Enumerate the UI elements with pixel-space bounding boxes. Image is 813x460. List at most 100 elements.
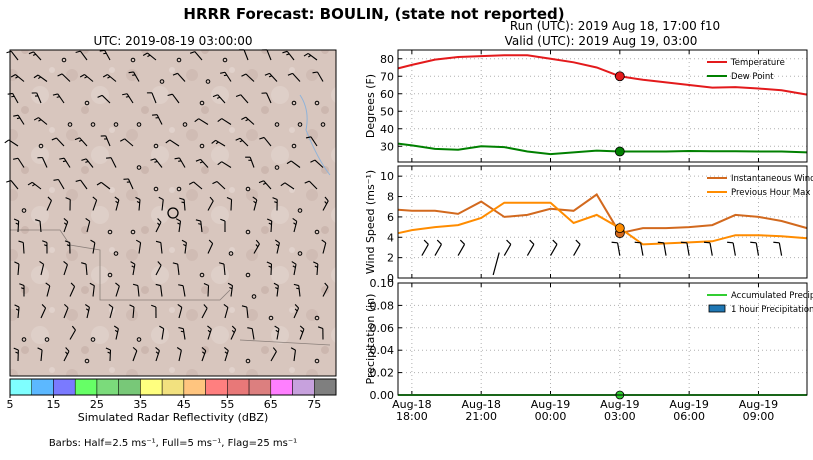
- wind-barb: [241, 116, 255, 125]
- calm-wind-circle: [199, 143, 205, 149]
- series-line: [397, 142, 808, 156]
- wind-barb: [253, 239, 260, 254]
- x-tick-label: Aug-18: [461, 398, 500, 411]
- legend-label: Dew Point: [731, 72, 774, 82]
- calm-wind-circle: [38, 143, 44, 149]
- wind-barb: [40, 304, 47, 319]
- wind-barb: [299, 325, 305, 340]
- wind-barb: [19, 283, 25, 297]
- wind-barb: [158, 196, 164, 211]
- wind-barb: [63, 347, 70, 362]
- wind-barb: [657, 241, 667, 256]
- wind-barb: [129, 304, 135, 319]
- wind-barb: [241, 73, 255, 82]
- y-tick-label: 60: [380, 88, 394, 101]
- run-time-label: Run (UTC): 2019 Aug 18, 17:00 f10: [510, 19, 720, 33]
- wind-barb: [165, 139, 180, 147]
- wind-barb: [84, 304, 90, 319]
- wind-barb: [526, 239, 535, 256]
- calm-wind-circle: [84, 100, 90, 106]
- calm-wind-circle: [90, 337, 96, 342]
- wind-barb: [272, 197, 278, 211]
- wind-barb: [317, 326, 324, 340]
- wind-barb: [31, 92, 42, 104]
- wind-barb: [264, 72, 278, 82]
- wind-barb: [79, 74, 94, 82]
- wind-barb: [321, 239, 327, 254]
- calm-wind-circle: [291, 143, 297, 149]
- wind-barb: [224, 346, 229, 362]
- current-time-marker: [614, 71, 625, 82]
- wind-barb: [13, 157, 25, 168]
- plot-frame: [397, 282, 808, 396]
- map-title: UTC: 2019-08-19 03:00:00: [93, 34, 252, 48]
- calm-wind-circle: [136, 122, 142, 127]
- colorbar-cell: [118, 378, 141, 396]
- wind-barb: [46, 196, 52, 211]
- wind-barb: [261, 92, 272, 104]
- wind-barb: [273, 282, 279, 297]
- wind-barb: [75, 50, 88, 61]
- y-tick-label: 50: [380, 105, 394, 118]
- colorbar-tick-label: 75: [307, 398, 321, 411]
- colorbar-tick-label: 55: [220, 398, 234, 411]
- wind-barb: [132, 283, 140, 297]
- wind-barb: [172, 72, 186, 82]
- colorbar-cell: [292, 378, 315, 396]
- calm-wind-circle: [274, 165, 280, 170]
- wind-barb: [492, 252, 500, 276]
- wind-barb: [14, 261, 20, 276]
- wind-barb: [195, 219, 203, 233]
- wind-barb: [102, 74, 117, 82]
- legend-label: Instantaneous Wind Gust: [731, 174, 813, 184]
- wind-barb: [45, 282, 51, 297]
- wind-barb: [304, 180, 318, 190]
- wind-barb: [114, 196, 120, 211]
- calm-wind-circle: [67, 122, 73, 127]
- wind-barb: [135, 239, 142, 254]
- wind-barb: [13, 218, 20, 233]
- wind-barb: [120, 138, 134, 147]
- calm-wind-circle: [21, 337, 27, 342]
- wind-barb: [167, 93, 180, 104]
- calm-wind-circle: [245, 272, 251, 278]
- wind-barb: [113, 325, 119, 340]
- y-tick-label: 0.08: [370, 299, 395, 312]
- reflectivity-colorbar: 5 15 25 35 45 55 65 75: [7, 378, 337, 411]
- wind-barb: [128, 71, 140, 82]
- wind-barb: [105, 347, 112, 362]
- wind-barb: [305, 136, 318, 147]
- wind-barb: [151, 304, 157, 319]
- x-tick-label: Aug-19: [531, 398, 570, 411]
- time-axis-labels: Aug-1818:00Aug-1821:00Aug-1900:00Aug-190…: [392, 398, 778, 423]
- wind-barb: [65, 197, 71, 211]
- calm-wind-circle: [21, 208, 27, 213]
- y-tick-label: 80: [380, 53, 394, 66]
- wind-barb: [230, 325, 237, 340]
- calm-wind-circle: [61, 57, 67, 63]
- calm-wind-circle: [136, 165, 142, 170]
- wind-barb: [227, 282, 234, 297]
- wind-barb: [75, 179, 88, 190]
- wind-barb: [270, 347, 277, 362]
- wind-barb: [313, 261, 319, 276]
- wind-barb: [258, 180, 272, 190]
- wind-barb: [282, 50, 295, 61]
- wind-barb: [37, 156, 48, 168]
- plot-frame: [397, 165, 808, 279]
- colorbar-cell: [96, 378, 119, 396]
- wind-barb: [241, 305, 249, 319]
- calm-wind-circle: [274, 122, 280, 127]
- calm-wind-circle: [136, 337, 142, 342]
- wind-barb: [172, 262, 180, 276]
- wind-barb: [274, 239, 280, 254]
- calm-wind-circle: [107, 272, 113, 278]
- colorbar-cell: [314, 378, 337, 396]
- y-tick-label: 40: [380, 123, 394, 136]
- wind-barb: [81, 262, 88, 276]
- wind-barb: [293, 283, 301, 297]
- y-tick-label: 0.02: [370, 367, 395, 380]
- current-time-marker: [614, 146, 625, 157]
- series-line: [397, 54, 808, 96]
- valid-time-label: Valid (UTC): 2019 Aug 19, 03:00: [505, 34, 698, 48]
